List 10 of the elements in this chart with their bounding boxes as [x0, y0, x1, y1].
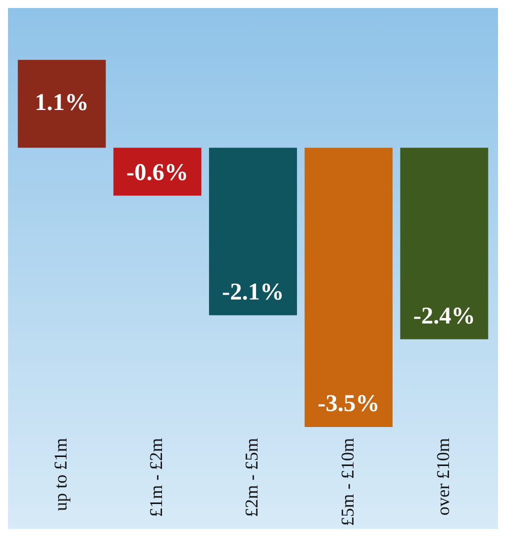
x-tick-label: £5m - £10m	[337, 438, 358, 526]
x-tick-label: up to £1m	[50, 438, 71, 512]
data-label: -2.1%	[222, 279, 284, 306]
x-tick-label: over £10m	[432, 438, 453, 516]
data-label: -0.6%	[126, 160, 188, 186]
x-tick-label: £1m - £2m	[146, 438, 166, 518]
data-label: -3.5%	[318, 391, 380, 418]
x-tick-label: £2m - £5m	[242, 438, 262, 518]
data-label: -2.4%	[413, 303, 476, 330]
data-label: 1.1%	[34, 90, 89, 116]
